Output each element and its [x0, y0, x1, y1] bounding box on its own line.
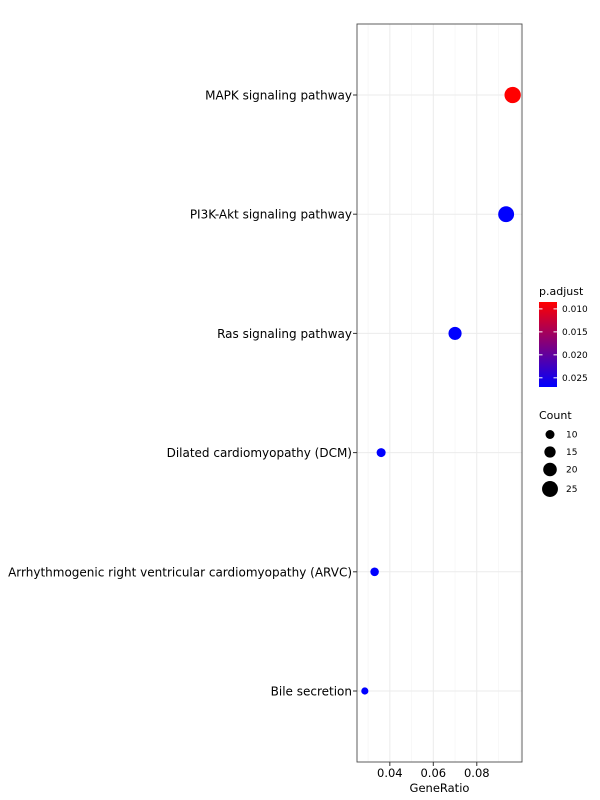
- y-tick-label: PI3K-Akt signaling pathway: [190, 208, 352, 222]
- color-legend: p.adjust 0.010 0.015 0.020 0.025: [539, 285, 588, 387]
- size-legend-label: 15: [566, 448, 577, 458]
- color-legend-tick-label: 0.025: [562, 374, 588, 384]
- y-axis: MAPK signaling pathway PI3K-Akt signaling…: [8, 89, 357, 699]
- size-legend-dot: [545, 430, 555, 439]
- x-axis-title: GeneRatio: [410, 781, 470, 795]
- size-legend-items: 10 15 20 25: [542, 430, 578, 497]
- x-tick-label: 0.04: [377, 766, 403, 780]
- data-point: [504, 86, 521, 104]
- y-tick-label: Ras signaling pathway: [217, 327, 352, 341]
- size-legend-title: Count: [539, 409, 572, 422]
- color-legend-tick-label: 0.015: [562, 328, 588, 338]
- x-tick-label: 0.06: [420, 766, 446, 780]
- color-legend-tick-label: 0.010: [562, 305, 588, 315]
- y-tick-label: Bile secretion: [271, 685, 352, 699]
- y-tick-label: Dilated cardiomyopathy (DCM): [167, 446, 352, 460]
- x-tick-label: 0.08: [464, 766, 490, 780]
- color-legend-tick-label: 0.020: [562, 351, 588, 361]
- size-legend-label: 10: [566, 431, 578, 441]
- data-point: [361, 687, 369, 695]
- data-point: [448, 326, 462, 340]
- size-legend-label: 25: [566, 485, 577, 495]
- size-legend-dot: [544, 446, 556, 458]
- data-point: [370, 567, 379, 577]
- plot-panel: [357, 24, 522, 762]
- color-legend-bar: [539, 302, 557, 387]
- color-legend-title: p.adjust: [539, 285, 584, 298]
- data-point: [498, 206, 515, 223]
- data-points: [361, 86, 521, 695]
- color-legend-ticks: 0.010 0.015 0.020 0.025: [539, 305, 588, 384]
- y-tick-label: MAPK signaling pathway: [205, 89, 352, 103]
- x-axis: 0.04 0.06 0.08: [377, 762, 490, 780]
- size-legend-dot: [542, 481, 558, 497]
- size-legend-dot: [543, 462, 557, 477]
- panel-border: [356, 23, 523, 763]
- data-point: [376, 448, 386, 458]
- size-legend-label: 20: [566, 466, 578, 476]
- size-legend: Count 10 15 20 25: [539, 409, 578, 497]
- y-tick-label: Arrhythmogenic right ventricular cardiom…: [8, 565, 352, 579]
